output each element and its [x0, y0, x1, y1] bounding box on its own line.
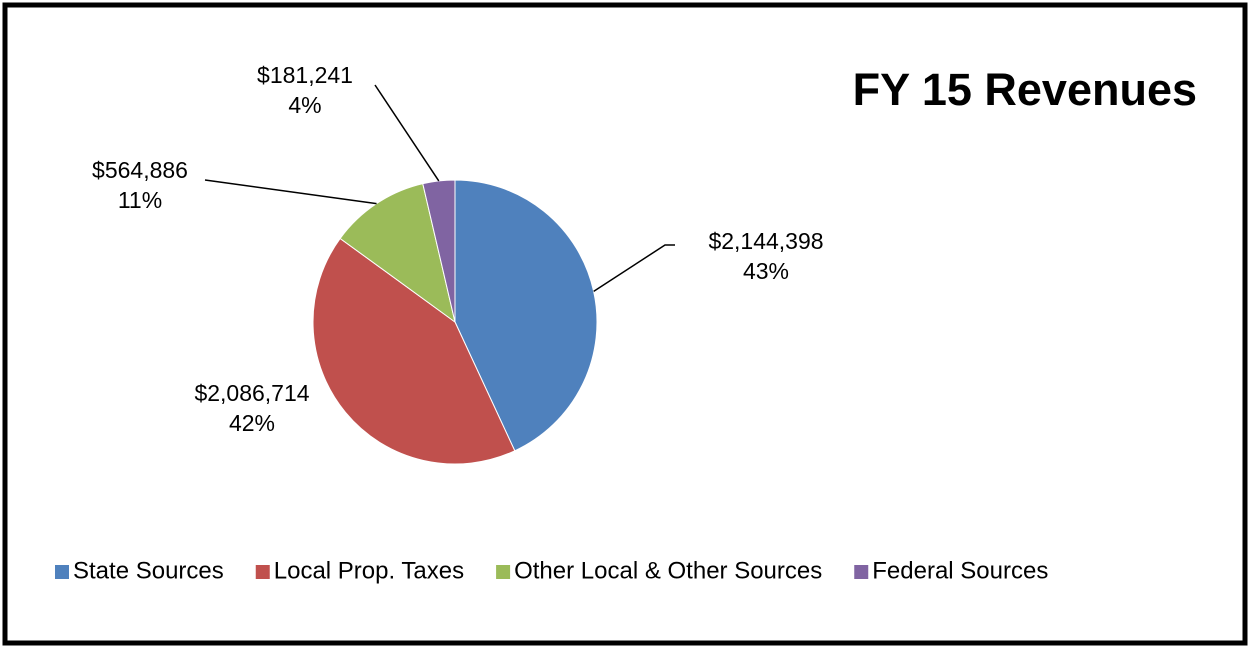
value-label: $181,241 [257, 62, 353, 88]
leader-line [204, 179, 377, 205]
percent-label: 4% [288, 92, 321, 118]
legend-label: Other Local & Other Sources [514, 557, 822, 584]
percent-label: 11% [118, 187, 162, 213]
legend-swatch [854, 565, 869, 579]
legend-swatch [55, 565, 69, 579]
percent-label: 42% [229, 410, 275, 436]
legend-label: Federal Sources [872, 557, 1048, 584]
value-label: $564,886 [92, 157, 188, 183]
legend-label: State Sources [73, 557, 224, 584]
value-label: $2,144,398 [708, 228, 823, 254]
pie-slice [339, 183, 456, 324]
legend-label: Local Prop. Taxes [274, 557, 464, 584]
value-label: $2,086,714 [194, 380, 309, 406]
pie-slice [454, 179, 598, 452]
leader-line [374, 84, 440, 182]
legend-swatch [496, 565, 511, 579]
percent-label: 43% [743, 258, 789, 284]
pie-slice [312, 237, 516, 465]
leader-line [593, 244, 675, 293]
chart-title: FY 15 Revenues [853, 64, 1197, 115]
legend-swatch [255, 565, 270, 579]
